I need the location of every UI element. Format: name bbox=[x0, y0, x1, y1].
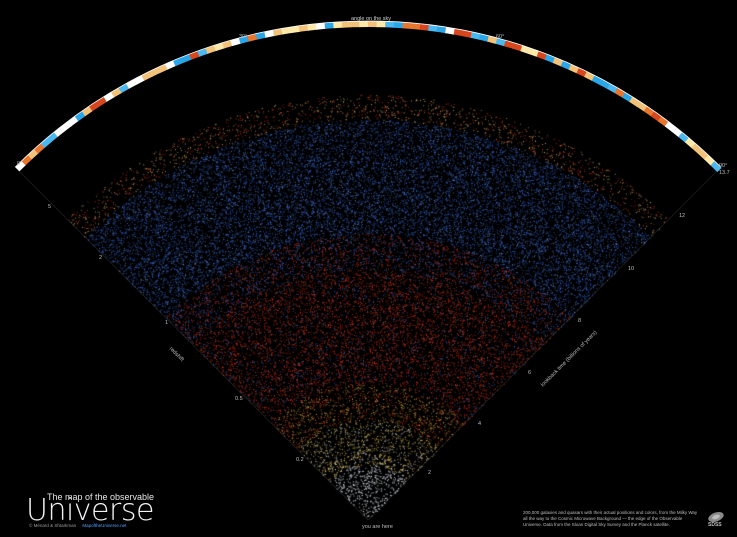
redshift-tick: 0.5 bbox=[235, 396, 243, 402]
cmb-arc-segment bbox=[141, 71, 153, 81]
lookback-tick: 6 bbox=[528, 370, 532, 376]
cmb-arc-segment bbox=[181, 53, 193, 63]
cmb-arc-segment bbox=[393, 21, 404, 29]
title-small: The map of the observable bbox=[47, 492, 155, 502]
cmb-arc-segment bbox=[636, 101, 648, 112]
cmb-arc-segment bbox=[614, 87, 626, 98]
lookback-tick: 12 bbox=[679, 213, 686, 219]
cmb-arc-segment bbox=[544, 54, 556, 64]
redshift-tick: 5 bbox=[48, 204, 52, 210]
credits: © Ménard & Shtarkman MapoftheUniverse.ne… bbox=[29, 523, 126, 528]
cmb-arc-segment bbox=[359, 21, 369, 28]
cmb-arc-segment bbox=[89, 101, 101, 112]
cmb-arc-segment bbox=[643, 106, 655, 117]
cmb-arc-segment bbox=[376, 21, 387, 28]
cmb-arc-segment bbox=[111, 87, 123, 98]
cmb-arc-segment bbox=[445, 27, 456, 35]
cmb-arc-segment bbox=[247, 33, 259, 42]
cmb-arc-segment bbox=[149, 67, 161, 77]
redshift-tick: 0.2 bbox=[296, 457, 304, 463]
cmb-arc-segment bbox=[591, 75, 604, 86]
cmb-arc-segment bbox=[264, 30, 275, 38]
cmb-arc-segment bbox=[650, 111, 663, 122]
cmb-arc-segment bbox=[341, 21, 352, 28]
cmb-arc-segment bbox=[298, 24, 309, 32]
cmb-arc-segment bbox=[118, 83, 130, 93]
cmb-arc-segment bbox=[324, 22, 335, 29]
cmb-arc-segment bbox=[536, 51, 548, 61]
cmb-arc-segment bbox=[436, 25, 447, 34]
cmb-arc-segment bbox=[126, 78, 138, 89]
cmb-arc-segment bbox=[289, 25, 301, 34]
sdss-logo-icon bbox=[708, 511, 724, 523]
lookback-tick: 8 bbox=[578, 318, 582, 324]
cmb-arc-segment bbox=[621, 92, 634, 103]
lookback-tick: 4 bbox=[478, 421, 482, 427]
cmb-arc-segment bbox=[133, 74, 146, 85]
cmb-arc-segment bbox=[487, 35, 499, 45]
cmb-arc-segment bbox=[599, 79, 611, 90]
cmb-arc-band bbox=[14, 20, 722, 173]
description: 200,000 galaxies and quasars with their … bbox=[523, 510, 698, 528]
apex-label: you are here bbox=[362, 524, 393, 530]
cmb-arc-segment bbox=[576, 67, 588, 78]
cmb-arc-segment bbox=[197, 47, 209, 57]
cmb-arc-segment bbox=[74, 110, 86, 122]
lookback-tick: 2 bbox=[428, 470, 432, 476]
cmb-arc-segment bbox=[255, 31, 267, 40]
redshift-tick: 2 bbox=[99, 255, 103, 261]
cmb-arc-segment bbox=[307, 23, 318, 31]
cmb-arc-segment bbox=[560, 60, 572, 70]
cmb-arc-segment bbox=[165, 60, 177, 70]
cmb-arc-segment bbox=[428, 24, 439, 32]
cmb-arc-segment bbox=[315, 22, 326, 30]
angle-label-90: 90° bbox=[719, 163, 728, 169]
title-big: Universe bbox=[26, 493, 154, 528]
cmb-arc-segment bbox=[584, 71, 596, 82]
cmb-arc-segment bbox=[272, 28, 284, 37]
cmb-arc-segment bbox=[368, 21, 378, 28]
cmb-arc-segment bbox=[238, 35, 250, 44]
cmb-arc-segment bbox=[462, 30, 473, 38]
lookback-tick: 10 bbox=[628, 266, 635, 272]
cmb-arc-segment bbox=[81, 105, 94, 117]
sdss-logo-text: SDSS bbox=[708, 522, 722, 528]
cmb-arc-segment bbox=[607, 83, 619, 94]
cmb-arc-segment bbox=[402, 22, 413, 29]
cmb-arc-segment bbox=[453, 28, 465, 37]
cmb-arc-segment bbox=[419, 23, 430, 31]
credits-link[interactable]: MapoftheUniverse.net bbox=[82, 523, 127, 528]
arc-top-label: angle on the sky bbox=[351, 16, 392, 22]
cmb-arc-segment bbox=[710, 161, 722, 173]
cmb-arc-segment bbox=[478, 33, 490, 42]
cmb-arc-segment bbox=[629, 96, 641, 108]
cmb-arc-segment bbox=[568, 64, 580, 74]
angle-label-60: 60° bbox=[496, 34, 505, 40]
angle-label-30: 30° bbox=[239, 34, 248, 40]
cmb-arc-segment bbox=[96, 96, 108, 107]
cmb-arc-outline bbox=[14, 20, 722, 168]
credits-authors: © Ménard & Shtarkman bbox=[29, 523, 77, 528]
cmb-arc-segment bbox=[411, 22, 422, 30]
cmb-arc-segment bbox=[281, 27, 292, 35]
cmb-arc-segment bbox=[385, 21, 396, 28]
angle-label-0: 0° bbox=[17, 161, 23, 167]
cmb-arc-segment bbox=[552, 57, 564, 67]
cmb-arc-segment bbox=[333, 21, 344, 29]
cmb-arc-segment bbox=[157, 63, 169, 74]
lookback-tick: 13.7 bbox=[719, 170, 730, 176]
redshift-tick: 1 bbox=[165, 320, 169, 326]
cmb-arc-segment bbox=[470, 31, 482, 40]
cmb-arc-segment bbox=[189, 50, 201, 60]
cmb-arc-segment bbox=[350, 21, 361, 28]
cmb-arc-segment bbox=[103, 91, 115, 102]
cmb-arc-segment bbox=[173, 57, 185, 67]
